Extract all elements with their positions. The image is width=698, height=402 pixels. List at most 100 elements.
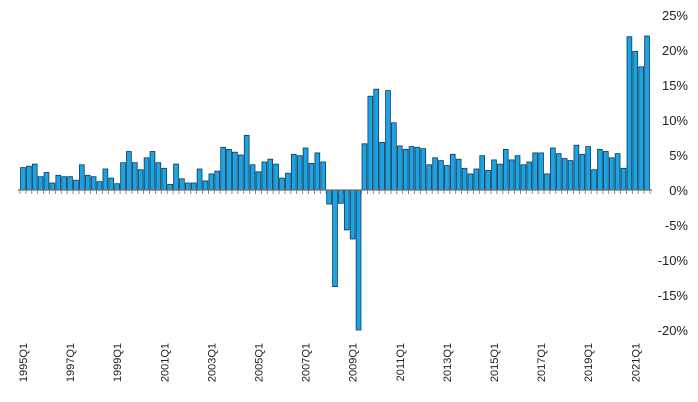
bar bbox=[102, 168, 109, 191]
bar bbox=[84, 174, 91, 191]
y-tick-label: -15% bbox=[658, 288, 689, 303]
bar bbox=[173, 163, 179, 191]
bar bbox=[391, 122, 397, 191]
bar bbox=[497, 163, 503, 191]
bar bbox=[420, 148, 427, 191]
bar bbox=[55, 174, 62, 191]
bar bbox=[514, 155, 521, 191]
bar bbox=[520, 164, 527, 191]
bar bbox=[326, 189, 332, 205]
bar bbox=[526, 161, 533, 191]
bar bbox=[255, 171, 262, 191]
bar bbox=[532, 152, 539, 191]
bar bbox=[361, 143, 368, 191]
bar bbox=[196, 168, 203, 191]
bar bbox=[620, 167, 627, 191]
bar bbox=[167, 183, 173, 191]
bar bbox=[243, 134, 250, 191]
bar bbox=[26, 165, 32, 191]
bar bbox=[79, 164, 85, 191]
bar bbox=[73, 179, 79, 191]
bar bbox=[550, 147, 556, 191]
x-tick-label: 2011Q1 bbox=[395, 343, 407, 381]
bar bbox=[444, 165, 450, 191]
bar bbox=[96, 181, 103, 191]
bar bbox=[49, 182, 56, 191]
bar bbox=[232, 151, 238, 191]
bar bbox=[285, 172, 291, 191]
bar bbox=[220, 146, 226, 191]
bar bbox=[408, 146, 415, 191]
bar bbox=[573, 144, 580, 191]
bar bbox=[385, 90, 391, 191]
bar bbox=[614, 153, 621, 191]
bar bbox=[491, 159, 497, 191]
y-tick-label: 25% bbox=[662, 8, 688, 23]
bar bbox=[544, 173, 550, 191]
y-tick-label: 0% bbox=[669, 183, 688, 198]
bar bbox=[332, 189, 338, 287]
x-tick-label: 2013Q1 bbox=[442, 343, 454, 382]
bar bbox=[438, 160, 444, 191]
bar bbox=[343, 189, 350, 231]
bar bbox=[626, 36, 633, 191]
bar bbox=[114, 183, 120, 191]
bar bbox=[597, 148, 603, 191]
bar bbox=[273, 163, 279, 191]
bar bbox=[155, 162, 162, 191]
y-tick-label: 20% bbox=[662, 43, 688, 58]
bar bbox=[449, 153, 456, 191]
bar bbox=[632, 51, 639, 191]
bar bbox=[20, 167, 26, 191]
bar bbox=[37, 176, 44, 191]
x-tick-label: 2009Q1 bbox=[348, 343, 360, 382]
x-tick-label: 1999Q1 bbox=[112, 343, 124, 382]
bar bbox=[302, 147, 309, 191]
x-tick-label: 2005Q1 bbox=[253, 343, 265, 382]
bar bbox=[426, 164, 433, 191]
bar bbox=[373, 88, 380, 191]
y-tick-label: 10% bbox=[662, 113, 688, 128]
x-tick-label: 2015Q1 bbox=[489, 343, 501, 382]
bar bbox=[267, 158, 274, 191]
bar bbox=[432, 157, 438, 191]
bar bbox=[473, 168, 480, 191]
bar bbox=[644, 35, 650, 191]
bar bbox=[43, 172, 50, 191]
bar bbox=[396, 145, 403, 191]
bar bbox=[379, 141, 385, 191]
bar bbox=[538, 152, 544, 191]
bar bbox=[638, 66, 644, 191]
x-tick-label: 2003Q1 bbox=[206, 343, 218, 382]
bar bbox=[261, 161, 268, 191]
bar bbox=[237, 154, 244, 191]
bar bbox=[508, 159, 515, 191]
bar bbox=[485, 169, 491, 191]
bar bbox=[149, 151, 156, 191]
y-tick-label: -20% bbox=[658, 323, 689, 338]
bar bbox=[161, 167, 168, 191]
y-tick-label: -5% bbox=[665, 218, 689, 233]
bar bbox=[279, 177, 285, 191]
bar bbox=[67, 176, 73, 191]
x-tick-label: 2017Q1 bbox=[536, 343, 548, 382]
y-tick-label: 5% bbox=[669, 148, 688, 163]
bar bbox=[479, 155, 486, 191]
bar bbox=[414, 146, 421, 191]
bar bbox=[567, 160, 574, 191]
y-tick-label: -10% bbox=[658, 253, 689, 268]
bar bbox=[190, 182, 197, 191]
bar bbox=[402, 148, 409, 191]
bar bbox=[296, 155, 303, 191]
x-tick-label: 2001Q1 bbox=[159, 343, 171, 382]
bar bbox=[108, 177, 115, 191]
x-axis-labels: 1995Q1 1997Q1 1999Q1 2001Q1 2003Q1 2005Q1 2007… bbox=[18, 343, 642, 382]
bar bbox=[320, 161, 327, 191]
bar bbox=[90, 176, 97, 191]
bar bbox=[555, 153, 562, 191]
bar bbox=[455, 158, 462, 191]
bar bbox=[184, 182, 191, 191]
x-axis bbox=[18, 189, 652, 194]
bar bbox=[31, 163, 38, 191]
